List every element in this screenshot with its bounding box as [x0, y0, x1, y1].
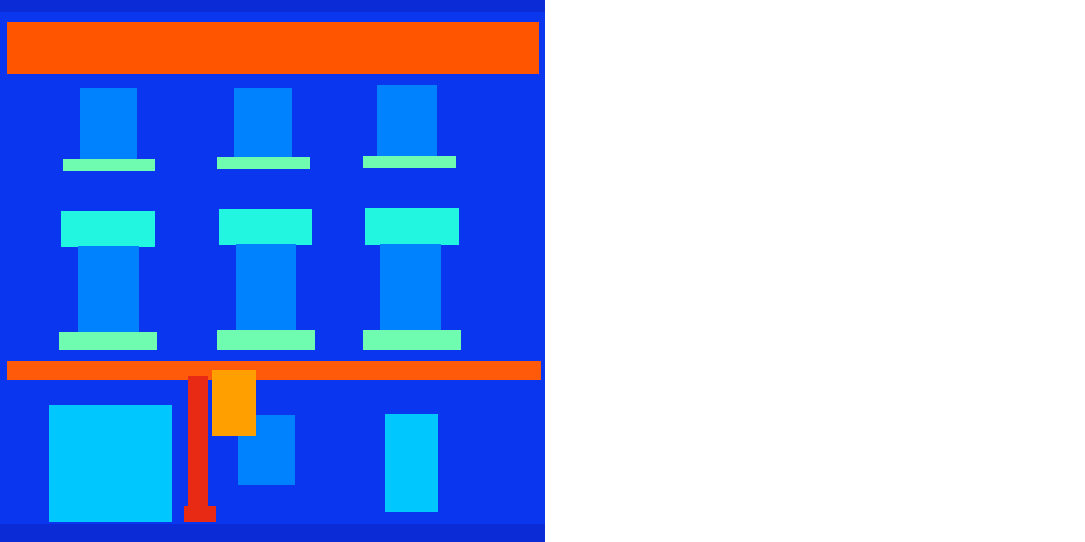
middle-window-right	[380, 244, 441, 332]
middle-sill-middle	[217, 330, 315, 350]
facade-segmentation-image	[0, 0, 545, 542]
middle-sill-right	[363, 330, 461, 350]
blank-area	[545, 0, 1085, 542]
upper-sill-left	[63, 159, 155, 171]
middle-window-middle	[236, 244, 296, 332]
ground-floor-ledge	[7, 361, 541, 380]
upper-window-right	[377, 85, 437, 157]
hanging-sign	[212, 370, 256, 436]
upper-sill-middle	[217, 157, 310, 169]
pole	[188, 376, 208, 512]
top-band	[0, 0, 545, 12]
upper-sill-right	[363, 156, 456, 168]
upper-window-middle	[234, 88, 292, 158]
door-right	[385, 414, 438, 512]
bottom-band	[0, 524, 545, 542]
shop-window-left	[49, 405, 172, 522]
middle-lintel-middle	[219, 209, 312, 245]
middle-sill-left	[59, 332, 157, 350]
middle-lintel-left	[61, 211, 155, 247]
middle-lintel-right	[365, 208, 459, 245]
upper-window-left	[80, 88, 137, 160]
roof-cornice	[7, 22, 539, 74]
pole-base	[184, 506, 216, 522]
middle-window-left	[78, 246, 139, 332]
